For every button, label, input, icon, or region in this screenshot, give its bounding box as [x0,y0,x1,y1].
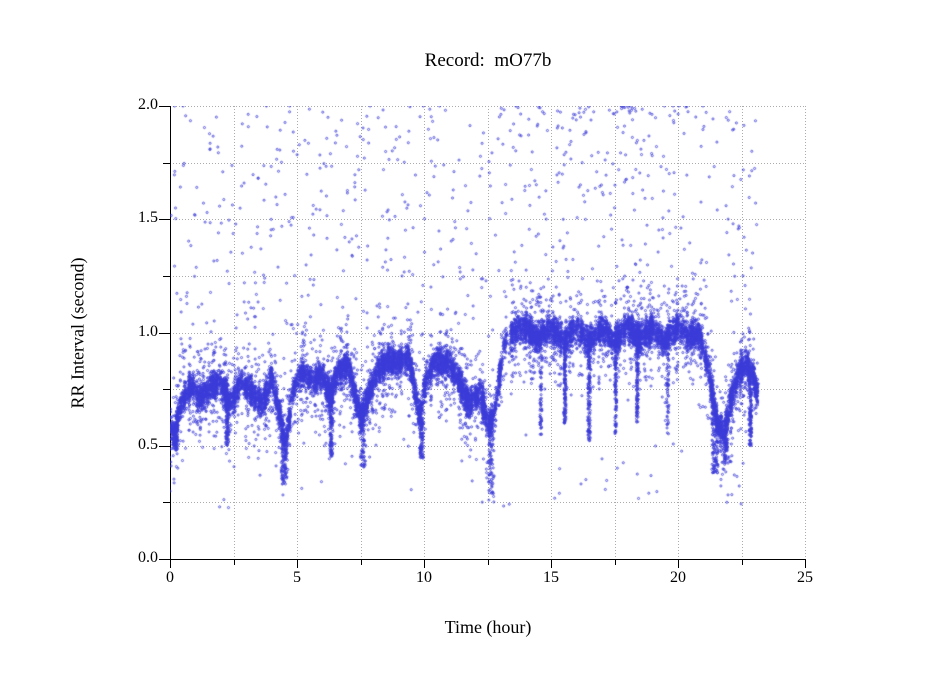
y-tick-mark [159,332,170,334]
x-tick-mark [614,560,616,565]
y-tick-label: 1.5 [138,209,158,227]
y-tick-mark [163,162,170,164]
x-tick-mark [233,560,235,565]
x-tick-mark [424,560,425,568]
y-tick-mark [159,219,170,221]
x-tick-label: 20 [670,569,686,586]
x-tick-label: 10 [416,569,432,586]
y-tick-mark [159,559,170,560]
x-tick-mark [360,560,362,565]
x-tick-label: 25 [797,569,813,586]
y-tick-label: 0.0 [138,549,158,566]
x-tick-mark [170,560,171,568]
y-tick-mark [159,106,170,107]
y-tick-mark [163,502,170,504]
y-tick-label: 0.5 [138,435,158,453]
scatter-points-canvas [170,106,806,560]
x-tick-mark [551,560,552,568]
x-axis-title: Time (hour) [444,617,532,637]
x-tick-mark [678,560,679,568]
y-axis-title: RR Interval (second) [67,257,88,409]
x-tick-mark [741,560,743,565]
y-tick-label: 2.0 [138,96,158,113]
y-tick-mark [163,389,170,391]
y-tick-mark [159,445,170,447]
chart-title: Record: mO77b [424,50,552,71]
x-tick-mark [805,560,806,568]
x-tick-label: 0 [166,569,174,586]
x-tick-label: 5 [293,569,301,586]
x-tick-label: 15 [543,569,559,586]
y-tick-label: 1.0 [138,322,158,340]
x-tick-mark [487,560,489,565]
y-tick-mark [163,275,170,277]
x-tick-mark [297,560,298,568]
